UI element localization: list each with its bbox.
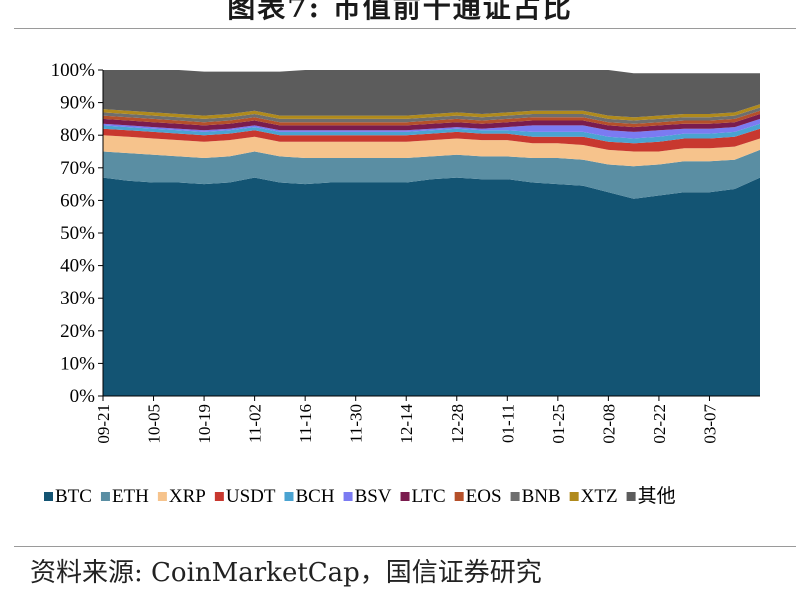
x-tick-label: 12-14	[397, 404, 416, 444]
legend-swatch	[454, 492, 464, 501]
y-tick-label: 30%	[60, 288, 95, 309]
area-USDT	[103, 128, 760, 152]
top-divider	[14, 28, 796, 29]
x-axis: 09-21 10-05 10-19 11-02 11-16 11-30 12-14 12-28…	[94, 395, 760, 444]
x-tick-label: 11-16	[296, 404, 315, 443]
legend-swatch	[284, 492, 294, 501]
area-ETH	[103, 149, 760, 199]
legend-label: EOS	[466, 486, 502, 507]
legend-label: BNB	[522, 486, 561, 507]
y-tick-label: 20%	[60, 321, 95, 342]
legend-item-USDT: USDT	[214, 486, 276, 507]
legend-label: LTC	[412, 486, 446, 507]
y-axis: 0% 10% 20% 30% 40% 50% 60% 70% 80% 90% 100%	[51, 60, 104, 407]
bottom-divider	[14, 546, 796, 547]
legend-swatch	[569, 492, 579, 501]
legend-swatch	[626, 492, 636, 501]
x-tick-label: 11-02	[246, 404, 265, 443]
area-LTC	[103, 114, 760, 132]
y-tick-label: 10%	[60, 353, 95, 374]
legend-label: 其他	[638, 485, 676, 507]
legend-label: XRP	[169, 486, 206, 507]
x-tick-label: 02-08	[599, 404, 618, 444]
y-tick-label: 90%	[60, 93, 95, 114]
legend-swatch	[343, 492, 353, 501]
legend-item-LTC: LTC	[400, 486, 446, 507]
area-BNB	[103, 107, 760, 124]
x-tick-label: 09-21	[94, 404, 113, 444]
legend-item-BSV: BSV	[343, 486, 392, 507]
area-XTZ	[103, 104, 760, 121]
legend-label: BCH	[295, 486, 334, 507]
y-tick-label: 70%	[60, 158, 95, 179]
chart-title: 图表7: 市值前十通证占比	[227, 0, 573, 24]
stacked-area-chart: 0% 10% 20% 30% 40% 50% 60% 70% 80% 90% 100% 09-21 1…	[44, 60, 760, 507]
legend-item-其他: 其他	[626, 485, 676, 507]
x-tick-label: 01-11	[498, 404, 517, 443]
area-BCH	[103, 123, 760, 144]
y-tick-label: 50%	[60, 223, 95, 244]
area-BTC	[103, 177, 760, 396]
y-tick-label: 0%	[70, 386, 96, 407]
legend-item-XTZ: XTZ	[569, 486, 618, 507]
legend: BTC ETH XRP USDT BCH BSV LTC EOS BNB XTZ 其他	[44, 485, 676, 507]
source-note: 资料来源: CoinMarketCap，国信证券研究	[30, 558, 542, 588]
legend-item-ETH: ETH	[100, 486, 149, 507]
area-XRP	[103, 135, 760, 167]
x-tick-label: 12-28	[448, 404, 467, 444]
legend-swatch	[100, 492, 110, 501]
legend-swatch	[157, 492, 167, 501]
legend-label: BTC	[55, 486, 92, 507]
legend-label: ETH	[112, 486, 149, 507]
y-tick-label: 100%	[51, 60, 96, 81]
legend-swatch	[44, 492, 53, 501]
legend-label: XTZ	[581, 486, 618, 507]
legend-item-BNB: BNB	[510, 486, 561, 507]
legend-item-EOS: EOS	[454, 486, 502, 507]
x-tick-label: 03-07	[700, 404, 719, 444]
legend-swatch	[510, 492, 520, 501]
legend-swatch	[400, 492, 410, 501]
y-tick-label: 80%	[60, 125, 95, 146]
x-tick-label: 11-30	[347, 404, 366, 443]
area-layers	[103, 70, 760, 396]
legend-item-BCH: BCH	[284, 486, 335, 507]
x-tick-label: 01-25	[549, 404, 568, 444]
x-tick-label: 10-05	[145, 404, 164, 444]
x-tick-label: 02-22	[650, 404, 669, 444]
y-tick-label: 60%	[60, 190, 95, 211]
legend-label: USDT	[226, 486, 276, 507]
legend-item-BTC: BTC	[44, 486, 92, 507]
y-tick-label: 40%	[60, 256, 95, 277]
area-其他	[103, 70, 760, 118]
legend-label: BSV	[355, 486, 392, 507]
legend-swatch	[214, 492, 224, 501]
legend-item-XRP: XRP	[157, 486, 206, 507]
x-tick-label: 10-19	[195, 404, 214, 444]
